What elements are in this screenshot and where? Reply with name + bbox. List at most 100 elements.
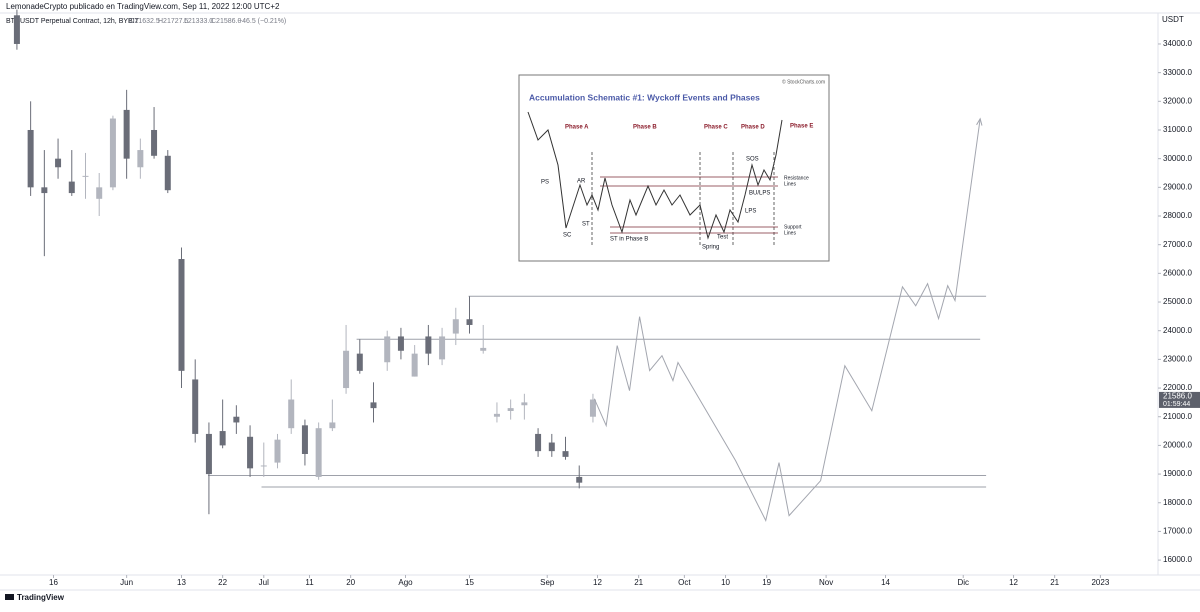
y-tick-label: 27000.0 xyxy=(1163,240,1192,249)
candle-body xyxy=(151,129,158,156)
candle-body xyxy=(507,408,514,411)
candle-body xyxy=(123,109,130,159)
phase: Phase A xyxy=(565,125,589,131)
symbol: BTCUSDT Perpetual Contract, 12h, BYBIT xyxy=(6,18,140,25)
ohlc-change: −46.5 (−0.21%) xyxy=(238,18,286,25)
countdown: 01:59:44 xyxy=(1163,401,1190,408)
y-tick-label: 19000.0 xyxy=(1163,469,1192,478)
resistance-label: Resistance xyxy=(784,175,809,181)
x-tick-label: 22 xyxy=(218,578,227,587)
x-tick-label: 2023 xyxy=(1091,578,1109,587)
inset-credit: © StockCharts.com xyxy=(782,78,825,85)
brand-logo xyxy=(5,594,14,600)
x-tick-label: 12 xyxy=(1009,578,1018,587)
phase: Phase C xyxy=(704,125,728,131)
ohlc-low: L21333.0 xyxy=(184,18,213,25)
x-tick-label: Jul xyxy=(259,578,269,587)
plot xyxy=(13,9,987,522)
last-price-label: 21586.0 xyxy=(1163,392,1192,401)
ohlc-close: C21586.0 xyxy=(211,18,241,25)
candle-body xyxy=(247,436,254,469)
last-price-box xyxy=(1159,391,1200,408)
candle-body xyxy=(370,402,377,409)
candle-body xyxy=(109,118,116,188)
candle-body xyxy=(233,416,240,423)
candle-body xyxy=(27,129,34,188)
candle-body xyxy=(96,187,103,199)
candle-body xyxy=(288,399,295,429)
candle-body xyxy=(55,158,62,168)
event-label: ST xyxy=(582,222,590,228)
candle-body xyxy=(589,399,596,417)
event-label: BU/LPS xyxy=(749,191,770,197)
candle-body xyxy=(178,259,185,371)
projection-arrowhead xyxy=(976,117,983,126)
inset-frame xyxy=(518,74,830,262)
y-tick-label: 34000.0 xyxy=(1163,39,1192,48)
x-tick-label: 13 xyxy=(177,578,186,587)
support-label: Support xyxy=(784,224,802,230)
candle-body xyxy=(192,379,199,434)
author-line: LemonadeCrypto publicado en TradingView.… xyxy=(6,2,280,11)
support-label: Lines xyxy=(784,230,796,236)
y-tick-label: 24000.0 xyxy=(1163,326,1192,335)
candle-body xyxy=(452,319,459,334)
projection-path xyxy=(593,118,981,522)
brand: TradingView xyxy=(17,593,65,602)
x-tick-label: Sep xyxy=(540,578,555,587)
phase: Phase E xyxy=(790,124,813,130)
x-tick-label: 12 xyxy=(593,578,602,587)
wyckoff-inset: Accumulation Schematic #1: Wyckoff Event… xyxy=(518,74,830,262)
candle-body xyxy=(356,353,363,371)
inset-title: Accumulation Schematic #1: Wyckoff Event… xyxy=(529,92,760,102)
x-tick-label: Jun xyxy=(120,578,133,587)
ohlc-open: O21632.5 xyxy=(129,18,160,25)
candle-body xyxy=(41,187,48,194)
candle-body xyxy=(411,353,418,377)
resistance-label: Lines xyxy=(784,181,796,187)
ohlc-high: H21727.5 xyxy=(158,18,188,25)
candle-body xyxy=(260,465,267,467)
y-tick-label: 21000.0 xyxy=(1163,412,1192,421)
y-tick-label: 30000.0 xyxy=(1163,154,1192,163)
candle-body xyxy=(274,439,281,463)
range-lines xyxy=(600,176,778,234)
event-label: SC xyxy=(563,233,572,239)
candle-body xyxy=(13,15,20,44)
schematic-path xyxy=(527,111,783,240)
y-tick-label: 28000.0 xyxy=(1163,211,1192,220)
event-label: SOS xyxy=(746,157,759,163)
y-tick-label: 16000.0 xyxy=(1163,555,1192,564)
candle-body xyxy=(329,422,336,429)
candle-body xyxy=(466,319,473,325)
candle-body xyxy=(562,451,569,457)
x-tick-label: Nov xyxy=(819,578,833,587)
y-tick-label: 22000.0 xyxy=(1163,383,1192,392)
x-tick-label: Ago xyxy=(398,578,413,587)
event-label: AR xyxy=(577,179,586,185)
x-tick-label: 16 xyxy=(49,578,58,587)
x-tick-label: 21 xyxy=(1050,578,1059,587)
candle-body xyxy=(548,442,555,452)
candle-body xyxy=(219,431,226,446)
candle-body xyxy=(343,350,350,389)
candle-body xyxy=(480,347,487,351)
x-tick-label: Oct xyxy=(678,578,691,587)
currency: USDT xyxy=(1162,15,1184,24)
candle-body xyxy=(301,425,308,454)
y-tick-label: 29000.0 xyxy=(1163,182,1192,191)
candle-body xyxy=(384,336,391,363)
x-tick-label: 21 xyxy=(634,578,643,587)
x-tick-label: 10 xyxy=(721,578,730,587)
candle-body xyxy=(164,155,171,191)
phase-dividers xyxy=(591,152,775,245)
y-tick-label: 25000.0 xyxy=(1163,297,1192,306)
candle-body xyxy=(315,428,322,477)
candle-body xyxy=(205,433,212,475)
candle-body xyxy=(439,336,446,360)
x-tick-label: 14 xyxy=(881,578,890,587)
candle-body xyxy=(397,336,404,351)
x-tick-label: 20 xyxy=(346,578,355,587)
y-tick-label: 18000.0 xyxy=(1163,498,1192,507)
